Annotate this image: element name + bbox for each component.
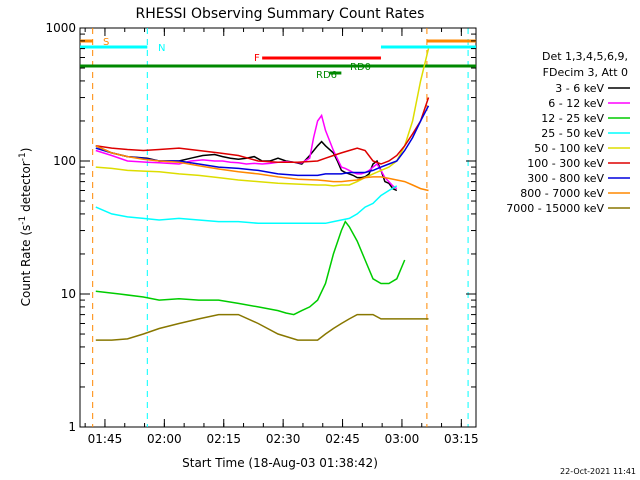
series-line-8	[95, 313, 429, 341]
y-tick-label-2: 100	[53, 154, 76, 168]
y-label-sup2: -1	[18, 152, 28, 161]
x-tick-label-5: 03:00	[385, 432, 420, 446]
y-tick-label-0: 1	[68, 420, 76, 434]
plot-frame	[79, 27, 477, 428]
legend-label-1: 6 - 12 keV	[548, 97, 604, 110]
legend-label-2: 12 - 25 keV	[541, 112, 604, 125]
state-bars: S N F RD0 RD6	[80, 37, 476, 81]
x-tick-label-3: 02:30	[266, 432, 301, 446]
x-tick-label-4: 02:45	[325, 432, 360, 446]
legend-label-5: 100 - 300 keV	[527, 157, 604, 170]
y-label-sup1: -1	[18, 216, 28, 225]
state-bar-label-s: S	[103, 37, 109, 48]
legend-header-1: Det 1,3,4,5,6,9,	[542, 50, 628, 63]
series-line-4	[95, 48, 430, 187]
series-line-3	[95, 185, 398, 225]
x-tick-label-2: 02:15	[206, 432, 241, 446]
series-line-0	[95, 140, 398, 192]
legend: 3 - 6 keV 6 - 12 keV 12 - 25 keV 25 - 50 ke…	[506, 82, 630, 215]
legend-label-6: 300 - 800 keV	[527, 172, 604, 185]
series-line-1	[95, 113, 398, 190]
y-label-part2: detector	[19, 161, 33, 216]
state-bar-label-rd0: RD0	[350, 62, 371, 73]
legend-header-2: FDecim 3, Att 0	[543, 66, 628, 79]
x-tick-label-0: 01:45	[88, 432, 123, 446]
state-bar-label-rd6: RD6	[316, 70, 337, 81]
y-axis-ticks: 1 10 100 1000	[45, 21, 476, 434]
vertical-markers	[92, 28, 469, 427]
x-tick-label-6: 03:15	[444, 432, 479, 446]
legend-label-8: 7000 - 15000 keV	[506, 202, 604, 215]
x-axis-ticks: 01:45 02:00 02:15 02:30 02:45 03:00 03:15	[84, 28, 479, 446]
y-tick-label-3: 1000	[45, 21, 76, 35]
x-axis-label: Start Time (18-Aug-03 01:38:42)	[182, 456, 378, 470]
series-line-5	[95, 97, 430, 165]
chart-title: RHESSI Observing Summary Count Rates	[136, 6, 425, 22]
legend-label-0: 3 - 6 keV	[555, 82, 604, 95]
state-bar-label-f: F	[254, 53, 260, 64]
y-label-part1: Count Rate (s	[19, 225, 33, 307]
y-tick-label-1: 10	[61, 287, 76, 301]
x-tick-label-1: 02:00	[147, 432, 182, 446]
series-lines	[95, 48, 430, 341]
y-axis-label: Count Rate (s-1 detector-1)	[18, 148, 33, 307]
legend-label-7: 800 - 7000 keV	[520, 187, 604, 200]
series-line-7	[95, 145, 429, 192]
state-bar-label-n: N	[158, 43, 165, 54]
footer-date: 22-Oct-2021 11:41	[560, 467, 636, 476]
legend-label-3: 25 - 50 keV	[541, 127, 604, 140]
y-label-part3: )	[19, 148, 33, 153]
series-line-2	[95, 220, 406, 316]
legend-label-4: 50 - 100 keV	[534, 142, 604, 155]
